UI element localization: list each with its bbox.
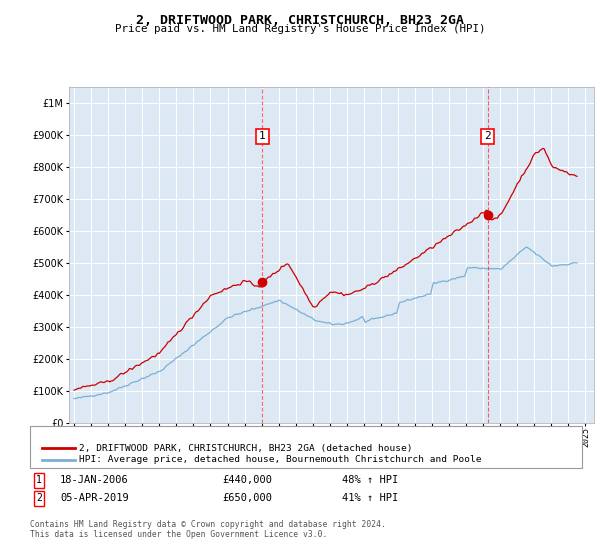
Text: 1: 1 <box>36 475 42 486</box>
Text: 2: 2 <box>484 132 491 142</box>
Text: 2: 2 <box>36 493 42 503</box>
Text: Price paid vs. HM Land Registry's House Price Index (HPI): Price paid vs. HM Land Registry's House … <box>115 24 485 34</box>
Text: HPI: Average price, detached house, Bournemouth Christchurch and Poole: HPI: Average price, detached house, Bour… <box>79 455 482 464</box>
Text: £440,000: £440,000 <box>222 475 272 486</box>
Text: 05-APR-2019: 05-APR-2019 <box>60 493 129 503</box>
Text: 41% ↑ HPI: 41% ↑ HPI <box>342 493 398 503</box>
Text: £650,000: £650,000 <box>222 493 272 503</box>
Text: 48% ↑ HPI: 48% ↑ HPI <box>342 475 398 486</box>
Text: 1: 1 <box>259 132 266 142</box>
Text: 18-JAN-2006: 18-JAN-2006 <box>60 475 129 486</box>
Text: 2, DRIFTWOOD PARK, CHRISTCHURCH, BH23 2GA: 2, DRIFTWOOD PARK, CHRISTCHURCH, BH23 2G… <box>136 14 464 27</box>
Text: Contains HM Land Registry data © Crown copyright and database right 2024.
This d: Contains HM Land Registry data © Crown c… <box>30 520 386 539</box>
Text: 2, DRIFTWOOD PARK, CHRISTCHURCH, BH23 2GA (detached house): 2, DRIFTWOOD PARK, CHRISTCHURCH, BH23 2G… <box>79 444 413 452</box>
